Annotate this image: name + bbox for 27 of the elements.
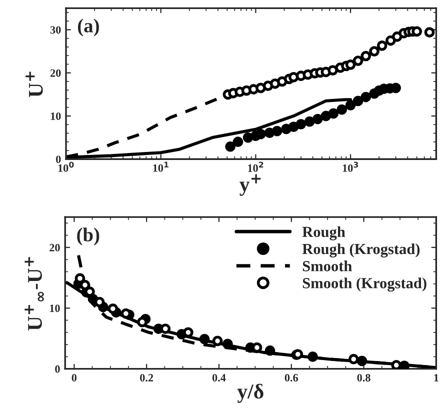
legend-label: Rough (Krogstad)	[302, 243, 420, 258]
x-tick-label: 0	[72, 374, 77, 382]
y-tick-label: 20	[50, 244, 60, 252]
legend-label: Smooth (Krogstad)	[302, 278, 426, 292]
x-tick-label: 1	[434, 374, 438, 382]
x-axis-title: y/δ	[237, 384, 264, 403]
legend-label: Smooth	[302, 260, 352, 272]
annotation: (b)	[77, 228, 100, 246]
annotation: (a)	[78, 18, 99, 36]
legend-label: Rough	[302, 226, 346, 240]
y-axis-title: U$^{+}$	[26, 72, 43, 98]
y-tick-label: 20	[50, 69, 61, 77]
y-tick-label: 30	[50, 26, 61, 34]
x-tick-label: 10$^{2}$	[248, 162, 264, 172]
x-tick-label: 0.8	[357, 374, 370, 382]
x-axis-title: y$^{+}$	[240, 174, 261, 196]
y-axis-title: U$^{+}$$_{∞}$-U$^{+}$	[24, 257, 44, 330]
x-tick-label: 0.6	[284, 374, 298, 382]
y-tick-label: 10	[50, 112, 61, 120]
x-tick-label: 10$^{3}$	[342, 162, 358, 172]
x-tick-label: 0.2	[140, 374, 154, 382]
y-tick-label: 0	[56, 156, 61, 164]
x-tick-label: 10$^{1}$	[153, 162, 168, 172]
x-tick-label: 10$^{0}$	[58, 162, 74, 172]
y-tick-label: 10	[50, 304, 60, 312]
y-tick-label: 0	[55, 365, 60, 373]
x-tick-label: 0.4	[212, 374, 226, 382]
